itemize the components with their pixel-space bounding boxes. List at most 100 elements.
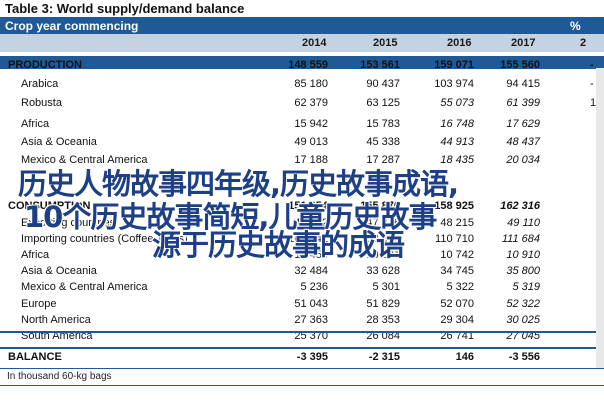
- row-value: 48 437: [506, 136, 540, 148]
- row-value: 16 748: [440, 118, 474, 130]
- row-value: 26 084: [366, 330, 400, 342]
- row-label: Mexico & Central America: [21, 281, 148, 293]
- row-value: 15 783: [366, 118, 400, 130]
- row-value: 49 110: [507, 217, 540, 229]
- row-value: -: [590, 59, 594, 71]
- table-row: Arabica 85 180 90 437 103 974 94 415 -: [0, 76, 604, 92]
- watermark-line-2: 10个历史故事简短,儿童历史故事: [24, 200, 437, 234]
- row-label: Asia & Oceania: [21, 136, 97, 148]
- row-value: 62 379: [294, 97, 328, 109]
- row-value: 5 319: [512, 281, 540, 293]
- table-row: North America 27 363 28 353 29 304 30 025: [0, 312, 604, 328]
- watermark-line-1: 历史人物故事四年级,历史故事成语,: [18, 167, 459, 201]
- footnote: In thousand 60-kg bags: [7, 371, 112, 382]
- row-label: Importing countries (Coffee Years): [21, 233, 188, 245]
- row-value: -3 395: [296, 351, 328, 363]
- row-value: 51 043: [294, 298, 328, 310]
- row-value: 94 415: [506, 78, 540, 90]
- row-value: 103 974: [434, 78, 474, 90]
- row-label: Robusta: [21, 97, 62, 109]
- row-value: 90 437: [366, 78, 400, 90]
- row-value: 17 287: [366, 154, 400, 166]
- row-value: 63 125: [366, 97, 400, 109]
- row-value: 108 500: [360, 233, 400, 245]
- header-gap: [0, 52, 604, 56]
- table-row: Robusta 62 379 63 125 55 073 61 399 1: [0, 95, 604, 111]
- row-value: 10 742: [440, 249, 474, 261]
- crop-year-header: Crop year commencing: [5, 19, 139, 33]
- rule-bottom: [0, 385, 604, 386]
- year-2014: 2014: [302, 37, 327, 49]
- row-value: 47 376: [366, 217, 400, 229]
- table-row: Mexico & Central America 17 188 17 287 18 4…: [0, 152, 604, 168]
- table-row: Asia & Oceania 49 013 45 338 44 913 48 437: [0, 134, 604, 150]
- row-value: 155 560: [500, 59, 540, 71]
- rule-below-balance: [0, 347, 604, 349]
- year-row: [0, 34, 604, 52]
- rule-above-footnote: [0, 368, 604, 369]
- table-row: Africa 15 942 15 783 16 748 17 629: [0, 116, 604, 132]
- row-value: 35 800: [506, 265, 540, 277]
- year-2016: 2016: [447, 37, 472, 49]
- row-value: 5 322: [446, 281, 474, 293]
- row-value: 1: [590, 97, 597, 109]
- row-label: Arabica: [21, 78, 59, 90]
- row-value: 110 710: [435, 233, 474, 245]
- row-value: 45 338: [366, 136, 400, 148]
- row-value: 18 435: [440, 154, 474, 166]
- row-value: 10 681: [366, 249, 400, 261]
- scrollbar[interactable]: [596, 68, 604, 368]
- row-value: 105 442: [288, 233, 328, 245]
- row-value: 17 188: [294, 154, 328, 166]
- row-label: Europe: [21, 298, 57, 310]
- row-label: Africa: [21, 118, 50, 130]
- table-row: South America 25 370 26 084 26 741 27 045: [0, 328, 604, 344]
- row-value: 28 353: [366, 314, 400, 326]
- row-label: PRODUCTION: [8, 59, 82, 71]
- row-value: 148 559: [288, 59, 328, 71]
- row-value: 20 034: [506, 154, 540, 166]
- row-label: North America: [21, 314, 91, 326]
- row-label: Asia & Oceania: [21, 265, 97, 277]
- table-row: Asia & Oceania 32 484 33 628 34 745 35 800: [0, 263, 604, 279]
- row-value: 153 561: [360, 59, 400, 71]
- row-value: 52 070: [440, 298, 474, 310]
- row-value: 10 456: [294, 249, 328, 261]
- row-value: 34 745: [440, 265, 474, 277]
- row-value: 151 954: [288, 200, 328, 212]
- row-value: 61 399: [506, 97, 540, 109]
- table-row: CONSUMPTION 151 954 155 876 158 925 162 316: [0, 198, 604, 214]
- row-value: 30 025: [506, 314, 540, 326]
- row-label: Africa: [21, 249, 50, 261]
- table-row: PRODUCTION 148 559 153 561 159 071 155 560 -: [0, 57, 604, 73]
- row-value: 55 073: [440, 97, 474, 109]
- row-value: 85 180: [294, 78, 328, 90]
- row-value: 158 925: [434, 200, 474, 212]
- year-2015: 2015: [373, 37, 398, 49]
- row-value: 32 484: [294, 265, 328, 277]
- row-value: 5 301: [372, 281, 400, 293]
- row-value: 25 370: [294, 330, 328, 342]
- row-value: -: [590, 78, 594, 90]
- table-row: Africa 10 456 10 681 10 742 10 910: [0, 247, 604, 263]
- row-value: 111 684: [501, 233, 540, 245]
- row-value: -2 315: [368, 351, 400, 363]
- year-change: 2: [580, 37, 587, 49]
- table-row: Importing countries (Coffee Years) 105 44…: [0, 231, 604, 247]
- row-label: Mexico & Central America: [21, 154, 148, 166]
- rule-above-balance: [0, 331, 604, 333]
- row-value: 5 236: [300, 281, 328, 293]
- row-value: 162 316: [500, 200, 540, 212]
- table-row: Europe 51 043 51 829 52 070 52 322: [0, 296, 604, 312]
- row-value: 29 304: [440, 314, 474, 326]
- row-value: 159 071: [434, 59, 474, 71]
- row-value: 15 942: [294, 118, 328, 130]
- watermark-line-3: 源于历史故事的成语: [152, 228, 405, 262]
- row-label: BALANCE: [8, 351, 62, 363]
- row-value: 49 013: [294, 136, 328, 148]
- row-value: 17 629: [506, 118, 540, 130]
- row-value: 33 628: [366, 265, 400, 277]
- table-title: Table 3: World supply/demand balance: [0, 0, 604, 17]
- table-row: BALANCE -3 395 -2 315 146 -3 556: [0, 349, 604, 365]
- row-value: 48 215: [440, 217, 474, 229]
